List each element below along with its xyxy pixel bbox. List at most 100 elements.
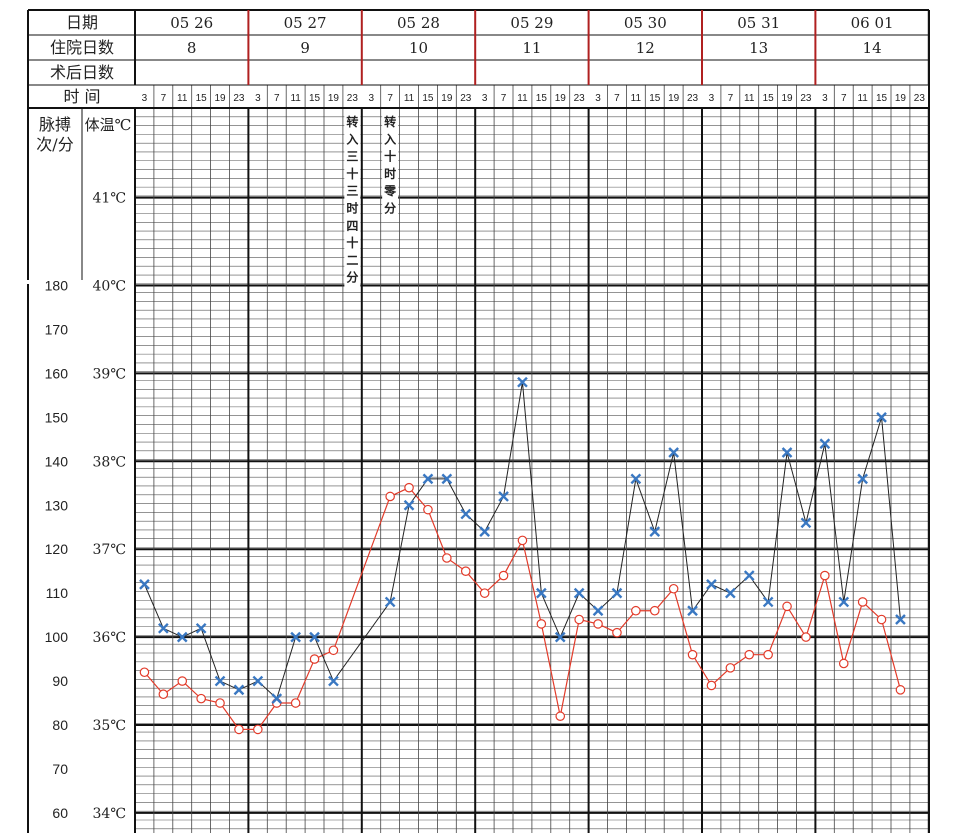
temperature-point xyxy=(498,491,509,502)
temperature-point xyxy=(573,587,585,599)
temperature-point-stroke xyxy=(554,631,566,643)
temperature-point xyxy=(687,605,698,617)
day-hosp-count: 8 xyxy=(187,39,197,57)
temperature-point xyxy=(649,526,661,537)
time-slot-label: 19 xyxy=(781,93,793,104)
temperature-point xyxy=(384,596,396,608)
temperature-point-stroke xyxy=(195,622,207,634)
temperature-point-stroke xyxy=(422,473,434,485)
temp-tick-label: 38℃ xyxy=(93,454,126,470)
pulse-point xyxy=(328,645,339,656)
pulse-point xyxy=(612,627,622,638)
temperature-point xyxy=(233,684,245,696)
time-slot-label: 3 xyxy=(255,93,261,104)
temperature-point-stroke xyxy=(838,596,850,608)
time-slot-label: 15 xyxy=(422,93,434,104)
time-slot-label: 23 xyxy=(460,93,472,104)
day-hosp-count: 13 xyxy=(749,39,768,57)
time-slot-label: 19 xyxy=(328,93,340,104)
time-slot-label: 7 xyxy=(501,93,507,104)
pulse-point xyxy=(782,601,792,612)
pulse-point xyxy=(857,597,868,607)
temperature-point-stroke xyxy=(592,605,604,617)
day-date: 05 31 xyxy=(737,14,780,32)
temperature-point xyxy=(876,412,887,423)
pulse-point xyxy=(763,649,773,660)
temp-axis-title: 体温℃ xyxy=(85,116,132,134)
pulse-point xyxy=(631,605,641,616)
pulse-point xyxy=(838,658,849,669)
pulse-point xyxy=(460,566,471,576)
day-date: 05 28 xyxy=(397,14,440,32)
temperature-point xyxy=(611,587,623,599)
time-slot-label: 19 xyxy=(214,93,226,104)
pulse-point xyxy=(196,693,206,704)
temperature-point xyxy=(668,447,679,458)
pulse-point xyxy=(404,482,414,493)
pulse-axis-title: 脉搏 xyxy=(39,115,71,134)
time-slot-label: 23 xyxy=(347,93,359,104)
temperature-point xyxy=(743,570,755,581)
temp-tick-label: 35℃ xyxy=(93,718,126,734)
pulse-point xyxy=(517,535,528,546)
temperature-point-stroke xyxy=(762,596,774,608)
pulse-tick-label: 180 xyxy=(45,278,69,294)
temperature-point xyxy=(857,473,868,485)
pulse-point xyxy=(385,491,395,502)
temperature-point-stroke xyxy=(290,631,301,643)
temperature-point xyxy=(781,447,793,458)
pulse-point xyxy=(820,570,830,581)
time-slot-label: 23 xyxy=(914,93,926,104)
temperature-point-stroke xyxy=(403,499,415,511)
pulse-point xyxy=(442,553,452,563)
temp-tick-label: 34℃ xyxy=(93,806,126,822)
pulse-tick-label: 70 xyxy=(52,761,68,777)
pulse-tick-label: 130 xyxy=(45,497,69,513)
temperature-point-stroke xyxy=(271,693,283,704)
time-slot-label: 7 xyxy=(161,93,167,104)
chart-axes: 脉搏次/分体温℃ 41℃ 40℃ 39℃ 38℃ 37℃ 36℃ 35℃ 34℃ 180 170 16… xyxy=(36,115,131,822)
pulse-tick-label: 110 xyxy=(46,585,69,601)
time-slot-label: 3 xyxy=(822,93,828,104)
time-slot-label: 11 xyxy=(177,93,188,104)
temperature-point xyxy=(800,517,812,529)
pulse-tick-label: 170 xyxy=(45,321,69,337)
pulse-point xyxy=(895,685,906,695)
pulse-point xyxy=(555,711,566,722)
axis-break xyxy=(26,280,134,284)
time-slot-label: 11 xyxy=(857,93,868,104)
pulse-point xyxy=(668,583,679,594)
pulse-point xyxy=(177,676,188,686)
temperature-point-stroke xyxy=(857,473,868,485)
time-slot-label: 23 xyxy=(233,93,245,104)
pulse-point xyxy=(876,614,887,625)
temperature-point xyxy=(176,631,188,643)
pulse-point xyxy=(801,632,811,642)
temperature-point-stroke xyxy=(460,508,472,520)
time-slot-label: 15 xyxy=(763,93,775,104)
temperature-point xyxy=(630,473,642,485)
pulse-point xyxy=(744,649,755,660)
temperature-point xyxy=(158,622,169,634)
temperature-point-stroke xyxy=(630,473,642,485)
temperature-point-stroke xyxy=(876,412,887,423)
temperature-point-stroke xyxy=(517,376,528,388)
pulse-tick-label: 100 xyxy=(45,629,69,645)
temperature-point-stroke xyxy=(611,587,623,599)
event-note: 转入三十三时四十二分 xyxy=(346,114,358,285)
time-slot-label: 3 xyxy=(142,93,148,104)
hosp-day-row-label: 住院日数 xyxy=(50,38,114,57)
temperature-point-stroke xyxy=(252,675,264,687)
pulse-point xyxy=(706,680,717,691)
day-date: 05 29 xyxy=(510,14,553,32)
temperature-point xyxy=(195,622,207,634)
temp-tick-label: 39℃ xyxy=(93,366,126,382)
time-slot-label: 19 xyxy=(895,93,907,104)
pulse-point xyxy=(536,619,547,629)
temperature-point-stroke xyxy=(668,447,679,458)
event-notes: 转入三十三时四十二分 转入十时零分 xyxy=(344,110,399,287)
time-slot-label: 19 xyxy=(555,93,567,104)
time-slot-label: 15 xyxy=(649,93,661,104)
temperature-point xyxy=(403,499,415,511)
